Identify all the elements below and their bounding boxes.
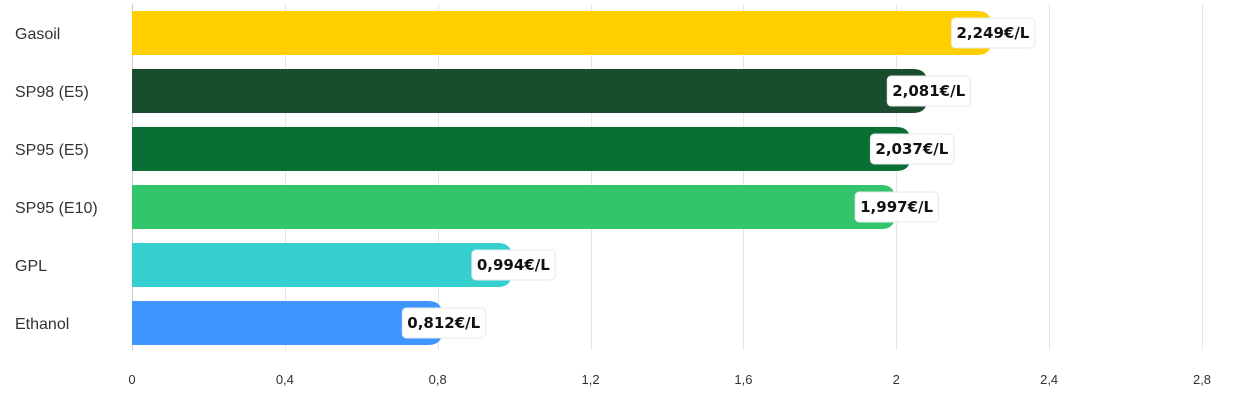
category-label: SP98 (E5) [15,84,89,101]
bar-layer [132,11,992,345]
value-label: 2,037€/L [875,140,948,158]
x-tick-label: 0,8 [429,372,447,387]
value-label-badge: 2,037€/L [869,133,955,165]
x-tick-label: 2,8 [1193,372,1211,387]
x-tick-label: 2,4 [1040,372,1058,387]
x-tick-label: 1,6 [734,372,752,387]
value-label-background [854,191,940,223]
value-label-background [886,75,972,107]
x-tick-label: 2 [893,372,900,387]
value-label-badge: 2,249€/L [950,17,1036,49]
value-label-badge: 0,812€/L [401,307,487,339]
x-tick-label: 1,2 [582,372,600,387]
value-label: 0,994€/L [477,256,550,274]
category-label: Ethanol [15,316,69,333]
x-tick-label: 0,4 [276,372,294,387]
value-label-background [869,133,955,165]
value-label: 1,997€/L [860,198,933,216]
bar [132,185,896,229]
value-label: 2,249€/L [956,24,1029,42]
bar [132,127,911,171]
label-layer: 0 0,4 0,8 1,2 1,6 2 2,4 2,8 Gasoil 2,249€/L SP98 (… [15,17,1211,387]
grid-layer [132,4,1203,350]
bar [132,11,992,55]
category-label: Gasoil [15,26,60,43]
x-tick-label: 0 [128,372,135,387]
bar [132,69,928,113]
value-label-background [401,307,487,339]
bar [132,243,512,287]
value-label-background [471,249,556,281]
value-label: 0,812€/L [407,314,480,332]
bar [132,301,443,345]
value-label: 2,081€/L [892,82,965,100]
value-label-badge: 2,081€/L [886,75,972,107]
value-label-badge: 1,997€/L [854,191,940,223]
category-label: SP95 (E10) [15,200,98,217]
value-label-background [950,17,1036,49]
category-label: SP95 (E5) [15,142,89,159]
value-label-badge: 0,994€/L [471,249,556,281]
category-label: GPL [15,258,47,275]
